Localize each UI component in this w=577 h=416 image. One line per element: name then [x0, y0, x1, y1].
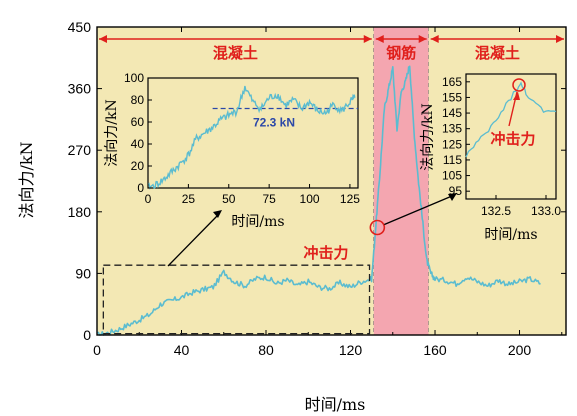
inset-left-series-line [147, 85, 356, 190]
arrow-head-left-icon [99, 35, 107, 43]
impact-marker-circle [369, 219, 386, 236]
inset-left-x-axis-title: 时间/ms [231, 214, 284, 230]
plot-frame [96, 26, 567, 336]
x-tick-label: 0 [93, 342, 101, 358]
y-tick-label: 90 [75, 265, 91, 281]
impact-annotation-label: 冲击力 [303, 244, 348, 262]
y-tick-label: 180 [68, 204, 92, 220]
arrow-head-left-icon [430, 35, 439, 43]
inset-left-chart: 72.3 kN 0 20 40 60 80 100 0 25 50 75 100 125 时间/ms 法向力… [104, 71, 360, 230]
inset-right-y-tick-label: 135 [442, 122, 462, 136]
region-label: 混凝土 [475, 44, 520, 62]
region-label: 钢筋 [386, 44, 416, 62]
inset-left-y-tick-label: 0 [137, 181, 144, 195]
y-tick-label: 0 [83, 327, 91, 343]
reference-line-label: 72.3 kN [253, 115, 295, 129]
region-label: 混凝土 [213, 44, 258, 62]
inset-right-y-tick-label: 155 [442, 90, 462, 104]
x-tick-label: 80 [258, 342, 274, 358]
x-tick-label: 200 [508, 342, 532, 358]
inset-right-y-axis-title: 法向力/kN [420, 103, 436, 170]
inset-right-y-tick-label: 105 [442, 169, 462, 183]
inset-left-y-tick-label: 100 [124, 71, 144, 85]
region-span-arrows: 混凝土 钢筋 混凝土 [99, 35, 564, 62]
main-force-series [96, 64, 541, 336]
x-tick-label: 160 [423, 342, 447, 358]
inset-left-x-tick-label: 75 [262, 192, 276, 206]
x-tick-label: 120 [339, 342, 363, 358]
inset-right-y-tick-label: 125 [442, 137, 462, 151]
inset-right-x-tick-label: 133.0 [531, 204, 561, 218]
inset-right-series-line [465, 81, 557, 158]
y-tick-label: 450 [68, 19, 92, 35]
region-band [373, 27, 429, 335]
inset-right-pointer-arrow-icon [448, 193, 457, 201]
inset-left-x-tick-label: 100 [300, 192, 320, 206]
arrow-head-right-icon [363, 35, 372, 43]
inset-left-x-tick-label: 125 [340, 192, 360, 206]
arrow-head-left-icon [375, 35, 384, 43]
arrow-head-right-icon [418, 35, 427, 43]
zoom-box [102, 264, 371, 335]
y-axis-title: 法向力/kN [17, 141, 36, 218]
x-axis-title: 时间/ms [305, 395, 366, 414]
inset-right-x-tick-label: 132.5 [481, 204, 511, 218]
peak-arrow-head-icon [513, 91, 520, 100]
inset-left-pointer-arrow-icon [213, 210, 222, 218]
inset-right-y-tick-label: 165 [442, 75, 462, 89]
callout-annotations: 冲击力 [167, 193, 457, 267]
inset-right-y-tick-label: 145 [442, 106, 462, 120]
y-tick-label: 360 [68, 81, 92, 97]
inset-left-frame [147, 77, 359, 189]
inset-left-x-tick-label: 50 [222, 192, 236, 206]
inset-left-y-axis-title: 法向力/kN [104, 99, 120, 166]
inset-left-y-tick-label: 40 [131, 137, 145, 151]
arrow-head-right-icon [556, 35, 564, 43]
inset-left-y-tick-label: 20 [131, 159, 145, 173]
inset-right-y-tick-label: 115 [443, 153, 462, 167]
x-tick-label: 40 [174, 342, 190, 358]
peak-annotation-label: 冲击力 [490, 130, 535, 148]
inset-left-y-tick-label: 80 [131, 93, 145, 107]
inset-left-pointer-line [167, 214, 219, 267]
inset-left-y-tick-label: 60 [131, 115, 145, 129]
inset-right-x-axis-title: 时间/ms [484, 227, 537, 243]
inset-left-x-tick-label: 25 [182, 192, 196, 206]
peak-marker-circle [512, 78, 526, 92]
series-line [96, 65, 541, 336]
inset-left-x-tick-label: 0 [145, 192, 152, 206]
zoom-region-box [102, 264, 371, 335]
y-tick-label: 270 [68, 142, 92, 158]
inset-right-pointer-line [384, 195, 453, 226]
